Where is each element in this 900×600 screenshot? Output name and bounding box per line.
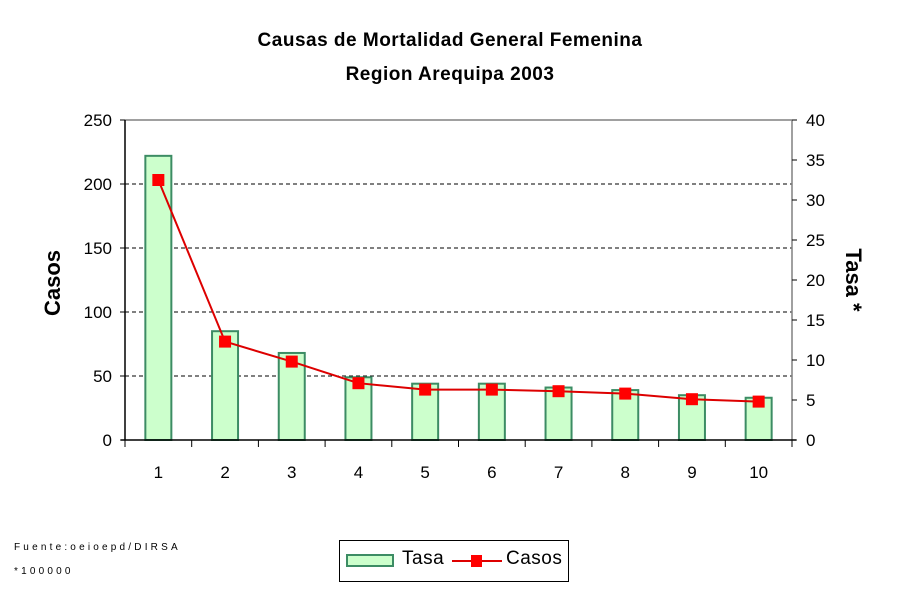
- x-tick-label: 2: [220, 463, 229, 482]
- marker-3: [285, 355, 298, 368]
- y-tick-label-right: 20: [806, 271, 825, 290]
- y-tick-label-left: 100: [84, 303, 112, 322]
- chart-title: Causas de Mortalidad General Femenina: [257, 30, 643, 51]
- legend-line-label: Casos: [506, 548, 563, 569]
- x-tick-label: 8: [621, 463, 630, 482]
- y-tick-label-right: 0: [806, 431, 815, 450]
- y-tick-label-left: 0: [103, 431, 112, 450]
- marker-8: [619, 387, 632, 400]
- x-tick-label: 7: [554, 463, 563, 482]
- x-tick-label: 9: [687, 463, 696, 482]
- y-tick-label-right: 10: [806, 351, 825, 370]
- marker-4: [352, 377, 365, 390]
- bar-1: [144, 154, 173, 441]
- y-tick-label-left: 150: [84, 239, 112, 258]
- marker-9: [685, 393, 698, 406]
- y-tick-label-right: 15: [806, 311, 825, 330]
- legend: Tasa Casos: [339, 540, 569, 582]
- x-tick-label: 6: [487, 463, 496, 482]
- x-tick-label: 1: [154, 463, 163, 482]
- y-axis-title-left: Casos: [40, 250, 65, 316]
- y-tick-label-right: 5: [806, 391, 815, 410]
- legend-bar-label: Tasa: [402, 548, 445, 569]
- marker-5: [419, 383, 432, 396]
- x-tick-label: 4: [354, 463, 363, 482]
- legend-line-marker: [471, 555, 482, 567]
- y-tick-label-left: 250: [84, 111, 112, 130]
- marker-6: [485, 383, 498, 396]
- y-axis-title-right: Tasa *: [841, 248, 866, 312]
- y-tick-label-left: 50: [93, 367, 112, 386]
- legend-bar-swatch: [346, 554, 394, 567]
- y-tick-label-right: 25: [806, 231, 825, 250]
- x-tick-label: 10: [749, 463, 768, 482]
- source-note: Fuente:oeioepd/DIRSA: [14, 542, 181, 553]
- marker-10: [752, 395, 765, 408]
- line-casos: [157, 179, 759, 403]
- x-tick-label: 3: [287, 463, 296, 482]
- x-tick-label: 5: [420, 463, 429, 482]
- marker-1: [152, 174, 165, 186]
- chart-subtitle: Region Arequipa 2003: [345, 64, 555, 85]
- y-tick-label-left: 200: [84, 175, 112, 194]
- y-tick-label-right: 40: [806, 111, 825, 130]
- marker-7: [552, 385, 565, 398]
- y-tick-label-right: 35: [806, 151, 825, 170]
- marker-2: [219, 335, 232, 348]
- y-tick-label-right: 30: [806, 191, 825, 210]
- footnote: *100000: [14, 566, 74, 577]
